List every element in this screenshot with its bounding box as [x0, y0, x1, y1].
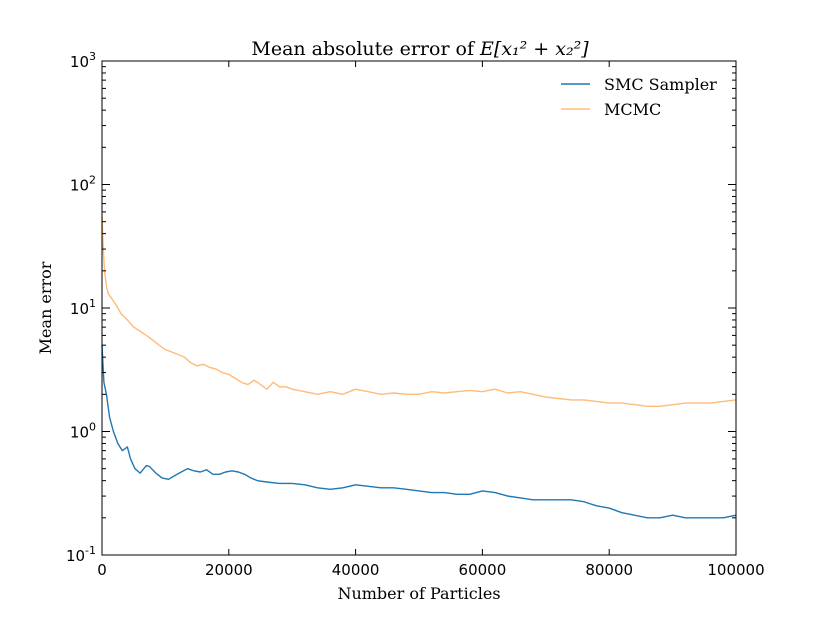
legend-label-smc-sampler: SMC Sampler [604, 75, 717, 94]
x-tick-label: 80000 [585, 561, 633, 579]
y-axis-label: Mean error [36, 261, 55, 354]
legend-label-mcmc: MCMC [604, 100, 661, 119]
chart-title: Mean absolute error of E[x₁² + x₂²] [251, 38, 589, 60]
x-tick-label: 100000 [707, 561, 764, 579]
x-tick-label: 0 [97, 561, 107, 579]
x-tick-label: 20000 [205, 561, 253, 579]
x-axis-label: Number of Particles [337, 584, 500, 603]
x-tick-label: 40000 [332, 561, 380, 579]
x-tick-label: 60000 [459, 561, 507, 579]
